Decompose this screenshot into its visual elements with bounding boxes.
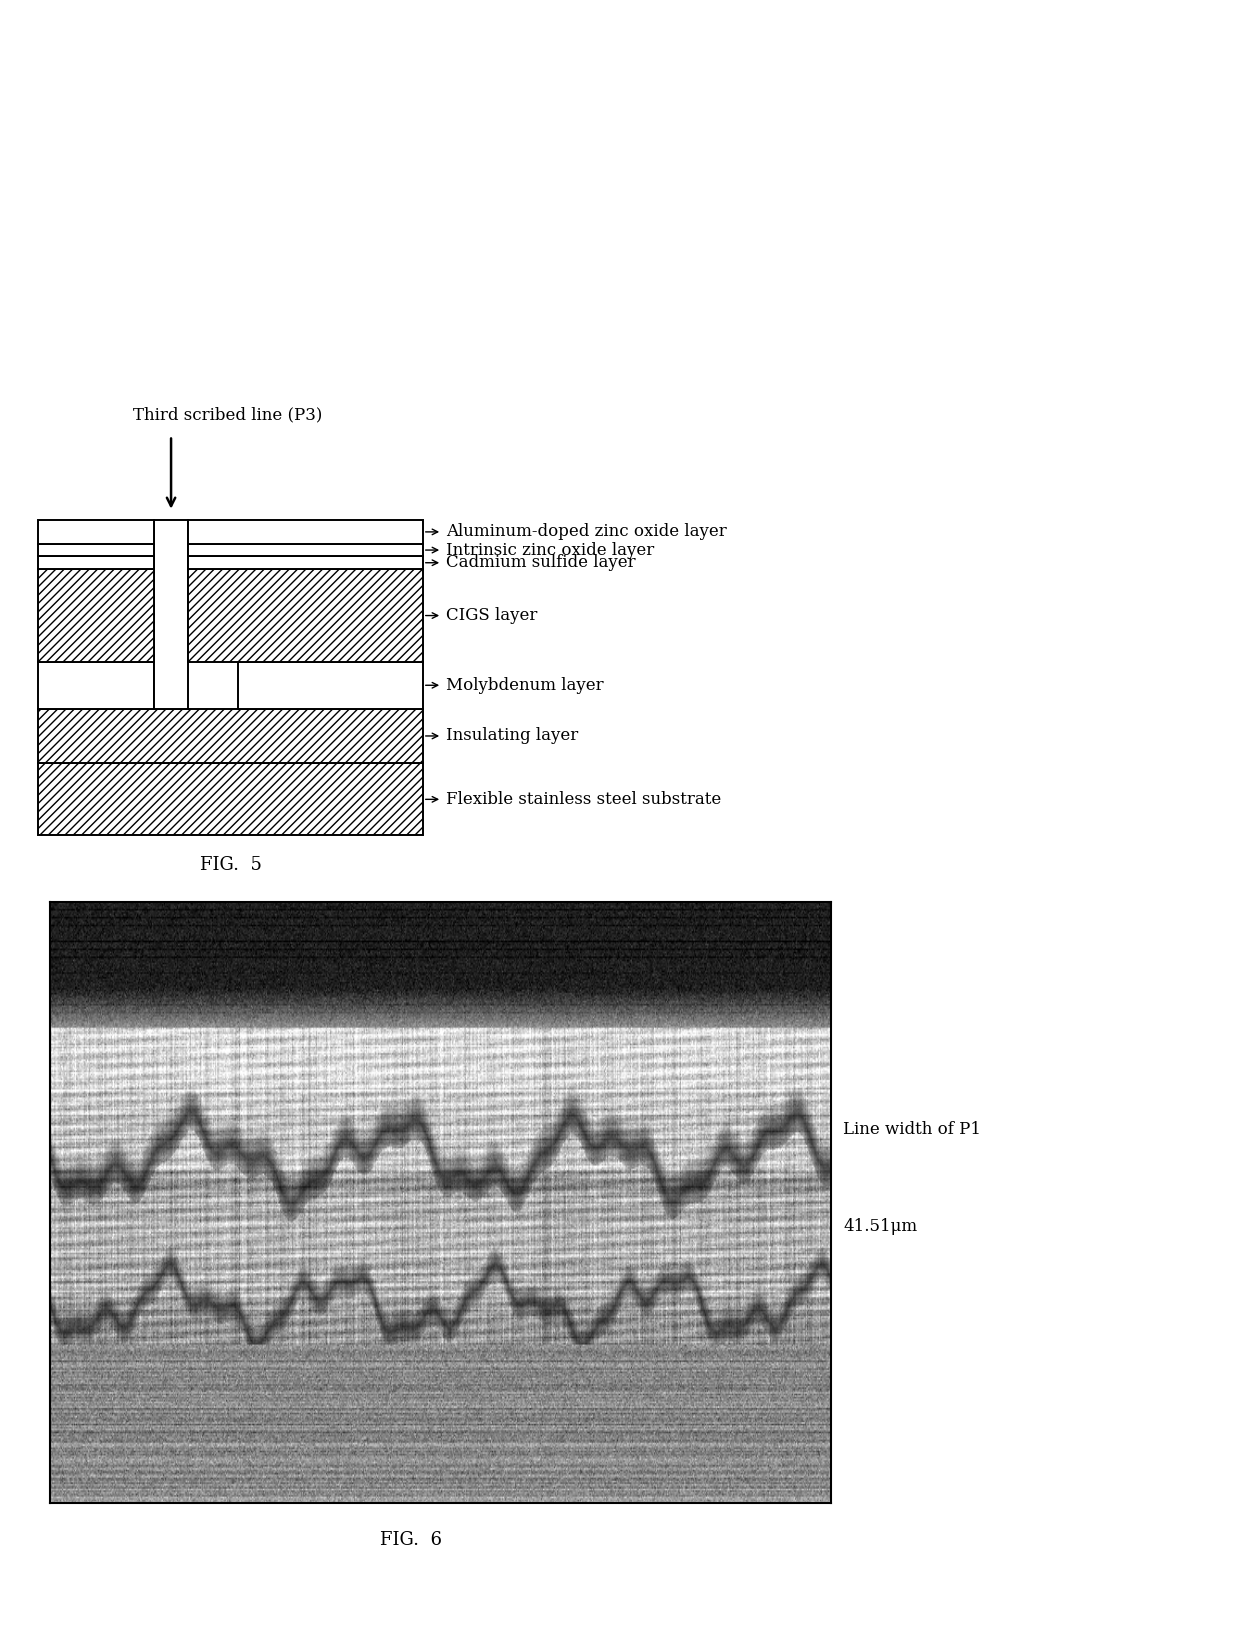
Text: FIG.  5: FIG. 5 [200, 856, 262, 874]
Text: Flexible stainless steel substrate: Flexible stainless steel substrate [446, 791, 722, 808]
Bar [38, 569, 154, 661]
Bar [38, 764, 423, 835]
Text: Aluminum-doped zinc oxide layer: Aluminum-doped zinc oxide layer [446, 523, 727, 541]
Text: Insulating layer: Insulating layer [446, 728, 578, 744]
Bar [38, 661, 154, 708]
Bar [38, 520, 154, 544]
Text: Molybdenum layer: Molybdenum layer [446, 676, 604, 694]
Text: FIG.  6: FIG. 6 [379, 1531, 441, 1549]
Text: 41.51μm: 41.51μm [843, 1219, 918, 1235]
Bar [188, 544, 423, 556]
Bar [188, 520, 423, 544]
Bar [238, 661, 423, 708]
Bar [38, 544, 154, 556]
Bar [38, 708, 423, 764]
Bar [188, 569, 423, 661]
Text: Line width of P1: Line width of P1 [843, 1121, 981, 1138]
Bar [38, 556, 154, 569]
Text: Cadmium sulfide layer: Cadmium sulfide layer [446, 554, 636, 572]
Bar [188, 556, 423, 569]
Bar [154, 520, 188, 708]
Text: CIGS layer: CIGS layer [446, 608, 537, 624]
Text: Third scribed line (P3): Third scribed line (P3) [133, 406, 322, 422]
Text: Intrinsic zinc oxide layer: Intrinsic zinc oxide layer [446, 541, 655, 559]
